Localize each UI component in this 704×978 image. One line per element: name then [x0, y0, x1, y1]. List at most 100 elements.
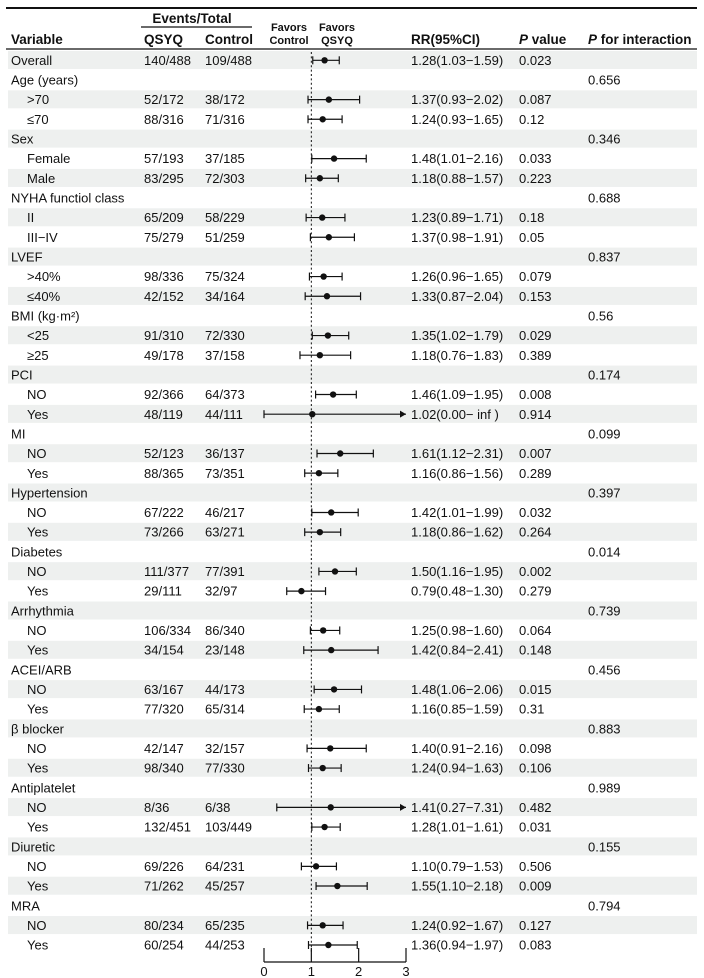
- subgroup-label: Yes: [27, 643, 49, 658]
- p-value: 0.148: [519, 643, 552, 658]
- p-interaction-value: 0.739: [588, 603, 621, 618]
- control-events: 44/111: [205, 407, 243, 422]
- control-events: 34/164: [205, 289, 245, 304]
- p-interaction-value: 0.837: [588, 250, 621, 265]
- point-estimate: [323, 293, 331, 300]
- rr-ci-text: 1.37(0.98−1.91): [411, 230, 503, 245]
- control-events: 64/231: [205, 859, 245, 874]
- p-value: 0.153: [519, 289, 552, 304]
- control-events: 77/391: [205, 564, 245, 579]
- row-stripe: [8, 168, 697, 187]
- header-control: Control: [205, 32, 253, 47]
- group-label: Diuretic: [11, 839, 56, 854]
- control-events: 77/330: [205, 761, 245, 776]
- rr-ci-text: 1.18(0.86−1.62): [411, 525, 503, 540]
- point-estimate: [321, 57, 328, 64]
- rr-ci-text: 1.02(0.00− inf ): [411, 407, 499, 422]
- qsyq-events: 52/172: [144, 92, 184, 107]
- subgroup-label: NO: [27, 623, 47, 638]
- subgroup-label: >40%: [27, 269, 61, 284]
- group-label: Arrhythmia: [11, 603, 75, 618]
- subgroup-label: NO: [27, 800, 47, 815]
- qsyq-events: 69/226: [144, 859, 184, 874]
- group-label: LVEF: [11, 250, 43, 265]
- p-value: 0.18: [519, 210, 544, 225]
- x-tick-label: 0: [260, 964, 267, 978]
- point-estimate: [319, 922, 326, 929]
- control-events: 71/316: [205, 112, 245, 127]
- control-events: 75/324: [205, 269, 245, 284]
- subgroup-label: Overall: [11, 53, 52, 68]
- x-tick-label: 2: [355, 964, 362, 978]
- p-value: 0.223: [519, 171, 552, 186]
- p-value: 0.033: [519, 151, 552, 166]
- subgroup-label: NO: [27, 446, 47, 461]
- control-events: 37/158: [205, 348, 245, 363]
- p-value: 0.106: [519, 761, 552, 776]
- qsyq-events: 49/178: [144, 348, 184, 363]
- point-estimate: [325, 234, 333, 241]
- point-estimate: [328, 509, 335, 516]
- p-value: 0.008: [519, 387, 552, 402]
- rr-ci-text: 1.24(0.92−1.67): [411, 918, 503, 933]
- point-estimate: [319, 116, 326, 123]
- control-events: 73/351: [205, 466, 245, 481]
- p-value: 0.098: [519, 741, 552, 756]
- qsyq-events: 88/365: [144, 466, 184, 481]
- point-estimate: [315, 705, 323, 713]
- row-stripe: [8, 601, 697, 620]
- rr-ci-text: 1.48(1.06−2.06): [411, 682, 503, 697]
- subgroup-label: Yes: [27, 407, 49, 422]
- point-estimate: [329, 391, 337, 398]
- row-stripe: [8, 208, 697, 227]
- header-events-total: Events/Total: [152, 11, 231, 26]
- point-estimate: [324, 332, 332, 339]
- row-stripe: [8, 51, 697, 69]
- rr-ci-text: 1.18(0.88−1.57): [411, 171, 503, 186]
- point-estimate: [325, 941, 332, 949]
- subgroup-label: <25: [27, 328, 49, 343]
- point-estimate: [312, 863, 320, 870]
- control-events: 103/449: [205, 820, 252, 835]
- p-value: 0.914: [519, 407, 552, 422]
- row-stripe: [8, 326, 697, 345]
- ci-arrow-right: [400, 410, 406, 418]
- qsyq-events: 91/310: [144, 328, 184, 343]
- rr-ci-text: 1.50(1.16−1.95): [411, 564, 503, 579]
- control-events: 44/173: [205, 682, 245, 697]
- rr-ci-text: 1.24(0.93−1.65): [411, 112, 503, 127]
- header-favors-control-line2: Control: [269, 35, 308, 47]
- header-favors-qsyq-line1: Favors: [319, 22, 355, 34]
- point-estimate: [337, 450, 344, 457]
- p-value: 0.289: [519, 466, 552, 481]
- row-stripe: [8, 483, 697, 502]
- qsyq-events: 71/262: [144, 879, 184, 894]
- p-interaction-value: 0.155: [588, 839, 621, 854]
- row-stripe: [8, 129, 697, 148]
- rr-ci-text: 1.16(0.85−1.59): [411, 702, 503, 717]
- p-value: 0.05: [519, 230, 544, 245]
- control-events: 86/340: [205, 623, 245, 638]
- p-value: 0.079: [519, 269, 552, 284]
- p-value: 0.12: [519, 112, 544, 127]
- x-tick-label: 1: [308, 964, 315, 978]
- rr-ci-text: 1.55(1.10−2.18): [411, 879, 503, 894]
- control-events: 32/97: [205, 584, 238, 599]
- subgroup-label: III−IV: [27, 230, 58, 245]
- rr-ci-text: 1.42(1.01−1.99): [411, 505, 503, 520]
- p-interaction-value: 0.174: [588, 367, 621, 382]
- qsyq-events: 132/451: [144, 820, 191, 835]
- rr-ci-text: 1.36(0.94−1.97): [411, 938, 503, 953]
- control-events: 46/217: [205, 505, 245, 520]
- point-estimate: [316, 352, 324, 359]
- subgroup-label: NO: [27, 564, 47, 579]
- rr-ci-text: 1.25(0.98−1.60): [411, 623, 503, 638]
- control-events: 37/185: [205, 151, 245, 166]
- qsyq-events: 92/366: [144, 387, 184, 402]
- p-interaction-value: 0.456: [588, 662, 621, 677]
- control-events: 65/235: [205, 918, 245, 933]
- p-value: 0.023: [519, 53, 552, 68]
- subgroup-label: Yes: [27, 466, 49, 481]
- p-interaction-value: 0.346: [588, 132, 621, 147]
- subgroup-label: Yes: [27, 820, 49, 835]
